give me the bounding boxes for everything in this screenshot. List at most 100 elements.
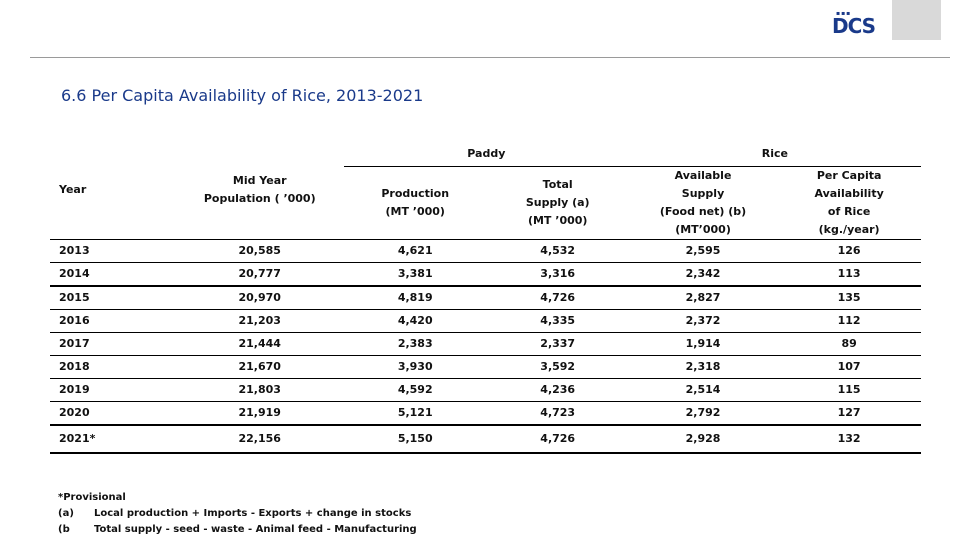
- cell-population: 21,803: [175, 378, 344, 402]
- cell-year: 2016: [50, 309, 176, 333]
- cell-per-capita: 132: [777, 424, 921, 454]
- header-year: Year: [59, 183, 87, 197]
- header-available-supply-line1: Available: [674, 168, 732, 182]
- cell-year: 2020: [50, 401, 176, 426]
- header-total-supply-line3: (MT ’000): [527, 213, 588, 227]
- cell-year: 2018: [50, 355, 176, 379]
- footnote-a-text: Local production + Imports - Exports + c…: [94, 508, 412, 519]
- footnote-b: (b Total supply - seed - waste - Animal …: [58, 522, 417, 538]
- header-available-supply: Available Supply (Food net) (b) (MT’000): [629, 166, 777, 239]
- group-header-paddy: Paddy: [343, 142, 629, 167]
- logo-dots: ▪▪▪: [836, 10, 852, 17]
- cell-available-supply: 2,372: [628, 309, 778, 333]
- cell-production: 3,930: [343, 355, 487, 379]
- footnotes: *Provisional (a) Local production + Impo…: [58, 490, 417, 538]
- header-per-capita-line2: Availability: [814, 186, 884, 200]
- cell-available-supply: 1,914: [628, 332, 778, 356]
- header-total-supply-line2: Supply (a): [525, 195, 590, 209]
- footnote-a: (a) Local production + Imports - Exports…: [58, 506, 417, 522]
- header-available-supply-line4: (MT’000): [675, 222, 731, 236]
- cell-production: 4,420: [343, 309, 487, 333]
- table-row: 2016 21,203 4,420 4,335 2,372 112: [50, 309, 921, 333]
- logo-text: DCS: [832, 14, 876, 38]
- cell-population: 22,156: [175, 424, 344, 454]
- header-per-capita-line1: Per Capita: [816, 168, 882, 182]
- cell-total-supply: 3,592: [486, 355, 629, 379]
- group-header-rice: Rice: [628, 142, 921, 167]
- corner-box: [892, 0, 941, 40]
- header-per-capita-line3: of Rice: [827, 204, 871, 218]
- cell-available-supply: 2,928: [628, 424, 778, 454]
- header-total-supply: Total Supply (a) (MT ’000): [487, 166, 629, 239]
- cell-available-supply: 2,342: [628, 262, 778, 287]
- cell-per-capita: 89: [777, 332, 921, 356]
- cell-production: 5,121: [343, 401, 487, 426]
- header-population-line2: Population ( ’000): [203, 192, 316, 206]
- cell-total-supply: 4,236: [486, 378, 629, 402]
- cell-year: 2021*: [50, 424, 176, 454]
- header-available-supply-line3: (Food net) (b): [659, 204, 747, 218]
- cell-per-capita: 135: [777, 285, 921, 310]
- header-population: Mid Year Population ( ’000): [176, 142, 344, 239]
- cell-year: 2014: [50, 262, 176, 287]
- cell-production: 2,383: [343, 332, 487, 356]
- cell-production: 4,621: [343, 238, 487, 263]
- header-per-capita: Per Capita Availability of Rice (kg./yea…: [777, 166, 921, 239]
- cell-year: 2013: [50, 238, 176, 263]
- cell-total-supply: 4,726: [486, 285, 629, 310]
- page-title: 6.6 Per Capita Availability of Rice, 201…: [61, 86, 424, 105]
- cell-total-supply: 4,532: [486, 238, 629, 263]
- header-per-capita-line4: (kg./year): [818, 222, 880, 236]
- cell-production: 4,592: [343, 378, 487, 402]
- cell-population: 21,919: [175, 401, 344, 426]
- cell-per-capita: 127: [777, 401, 921, 426]
- cell-total-supply: 4,335: [486, 309, 629, 333]
- cell-total-supply: 3,316: [486, 262, 629, 287]
- dcs-logo: ▪▪▪ DCS: [832, 10, 882, 38]
- footnote-a-mark: (a): [58, 508, 74, 519]
- cell-available-supply: 2,595: [628, 238, 778, 263]
- cell-year: 2019: [50, 378, 176, 402]
- cell-per-capita: 107: [777, 355, 921, 379]
- header-production-line1: Production: [381, 186, 450, 200]
- table-row: 2013 20,585 4,621 4,532 2,595 126: [50, 238, 921, 263]
- table-row: 2014 20,777 3,381 3,316 2,342 113: [50, 262, 921, 287]
- cell-population: 20,970: [175, 285, 344, 310]
- cell-year: 2015: [50, 285, 176, 310]
- cell-population: 21,670: [175, 355, 344, 379]
- table-row: 2017 21,444 2,383 2,337 1,914 89: [50, 332, 921, 356]
- header-production: Production (MT ’000): [344, 166, 487, 239]
- header-available-supply-line2: Supply: [681, 186, 725, 200]
- table-row: 2020 21,919 5,121 4,723 2,792 127: [50, 401, 921, 426]
- cell-population: 20,777: [175, 262, 344, 287]
- cell-population: 21,444: [175, 332, 344, 356]
- table-row: 2018 21,670 3,930 3,592 2,318 107: [50, 355, 921, 379]
- header-population-line1: Mid Year: [232, 174, 287, 188]
- cell-available-supply: 2,792: [628, 401, 778, 426]
- cell-production: 5,150: [343, 424, 487, 454]
- table-row: 2015 20,970 4,819 4,726 2,827 135: [50, 285, 921, 310]
- rice-availability-table: Year Mid Year Population ( ’000) Paddy R…: [50, 142, 921, 454]
- cell-total-supply: 2,337: [486, 332, 629, 356]
- footnote-provisional: *Provisional: [58, 492, 126, 503]
- cell-per-capita: 113: [777, 262, 921, 287]
- header-production-line2: (MT ’000): [385, 204, 445, 218]
- cell-available-supply: 2,827: [628, 285, 778, 310]
- cell-total-supply: 4,726: [486, 424, 629, 454]
- table-row: 2021* 22,156 5,150 4,726 2,928 132: [50, 424, 921, 454]
- table-row: 2019 21,803 4,592 4,236 2,514 115: [50, 378, 921, 402]
- cell-production: 4,819: [343, 285, 487, 310]
- cell-per-capita: 126: [777, 238, 921, 263]
- cell-available-supply: 2,514: [628, 378, 778, 402]
- cell-population: 20,585: [175, 238, 344, 263]
- header-total-supply-line1: Total: [542, 177, 573, 191]
- cell-year: 2017: [50, 332, 176, 356]
- cell-population: 21,203: [175, 309, 344, 333]
- cell-available-supply: 2,318: [628, 355, 778, 379]
- header-divider: [30, 57, 950, 58]
- cell-production: 3,381: [343, 262, 487, 287]
- cell-per-capita: 112: [777, 309, 921, 333]
- footnote-b-text: Total supply - seed - waste - Animal fee…: [94, 524, 417, 535]
- cell-total-supply: 4,723: [486, 401, 629, 426]
- footnote-b-mark: (b: [58, 524, 70, 535]
